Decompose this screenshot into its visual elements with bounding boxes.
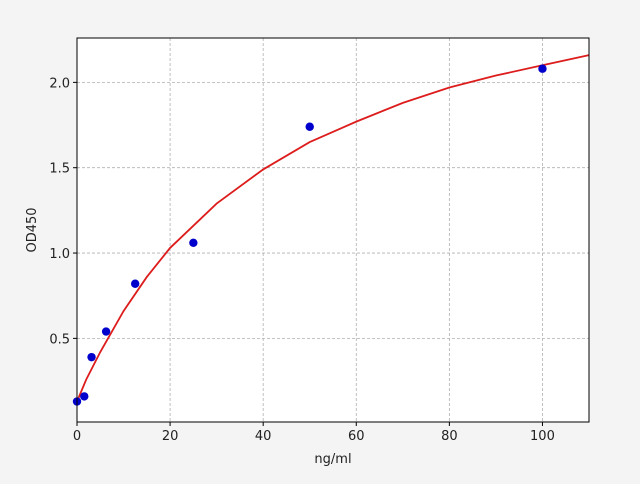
x-tick-label: 80 xyxy=(441,429,458,444)
y-tick-label: 1.0 xyxy=(49,247,70,262)
x-tick-label: 0 xyxy=(73,429,81,444)
x-tick-label: 60 xyxy=(348,429,365,444)
y-tick-label: 1.5 xyxy=(49,162,70,177)
marks xyxy=(72,54,590,406)
data-point xyxy=(305,122,314,131)
x-tick-label: 20 xyxy=(162,429,179,444)
y-axis-label: OD450 xyxy=(25,207,40,252)
y-tick-label: 0.5 xyxy=(49,332,70,347)
data-point xyxy=(189,238,198,247)
y-tick-label: 2.0 xyxy=(49,76,70,91)
data-point xyxy=(538,64,547,73)
fit-curve xyxy=(76,54,590,402)
x-axis-label: ng/ml xyxy=(314,452,351,467)
x-tick-label: 100 xyxy=(530,429,555,444)
data-point xyxy=(130,279,140,288)
data-point xyxy=(80,392,89,401)
axes: 0 20 40 60 80 100 0.5 1.0 1.5 2.0 xyxy=(49,76,555,444)
plot-background xyxy=(77,38,589,422)
data-point xyxy=(87,352,96,362)
data-point xyxy=(101,327,111,336)
x-tick-label: 40 xyxy=(255,429,272,444)
plot-frame xyxy=(76,37,590,423)
